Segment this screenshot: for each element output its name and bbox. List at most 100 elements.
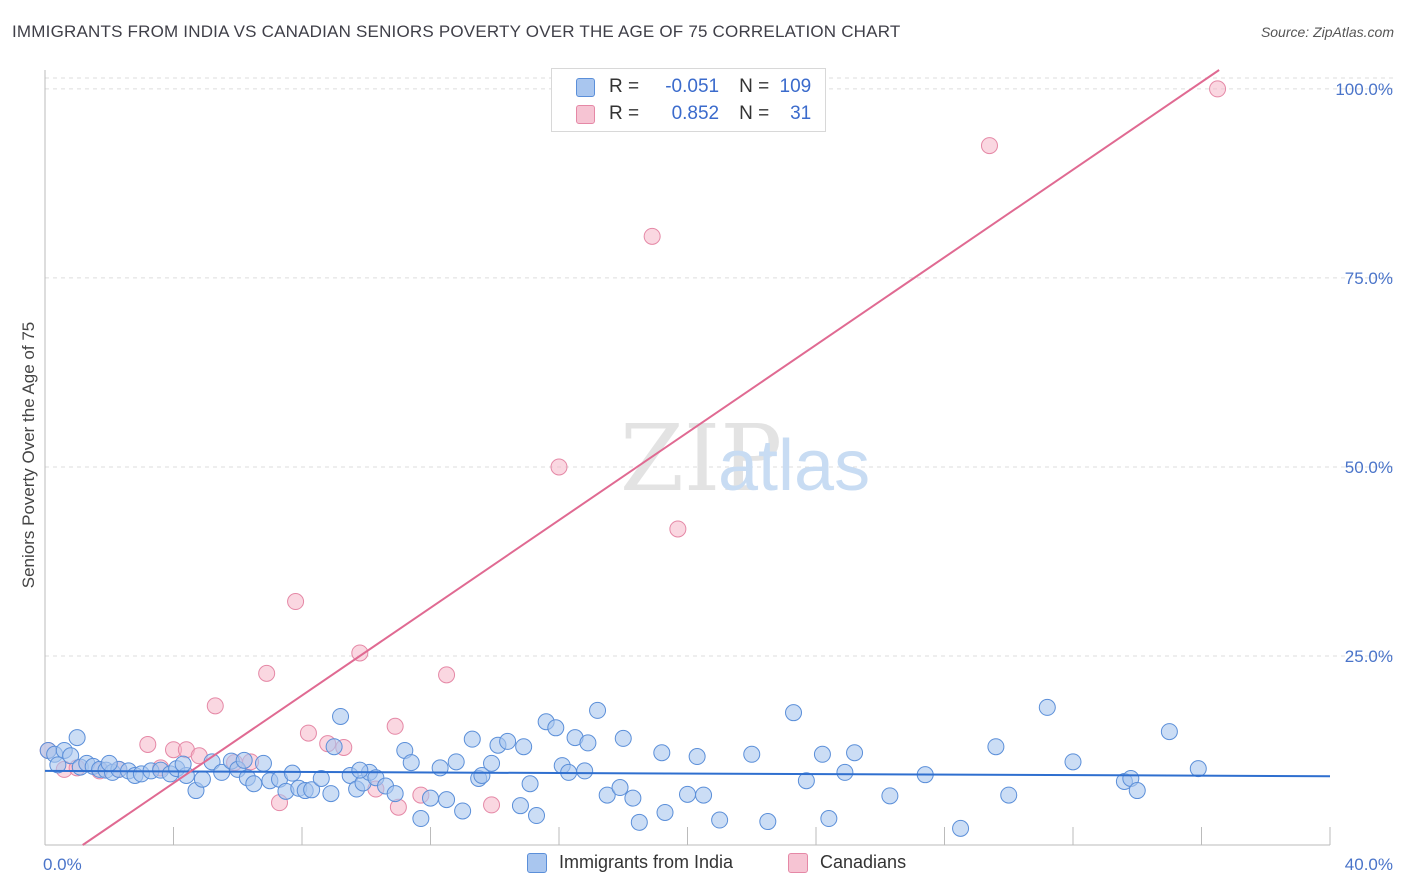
legend-n-label: N = xyxy=(739,76,770,97)
india-point xyxy=(679,785,696,803)
india-point xyxy=(386,785,404,803)
legend-r-label: R = xyxy=(609,76,640,97)
india-point xyxy=(656,803,674,821)
india-point xyxy=(447,753,465,771)
india-trend-line xyxy=(44,769,1331,778)
india-point xyxy=(785,704,803,722)
canadians-trend-line xyxy=(82,69,1220,846)
india-point xyxy=(463,730,481,748)
india-point xyxy=(325,738,343,756)
legend-r-label: R = xyxy=(609,103,640,124)
canadians-point xyxy=(980,137,998,155)
india-point xyxy=(630,813,648,831)
india-point xyxy=(952,819,970,837)
canadians-point xyxy=(1209,80,1227,98)
india-point xyxy=(174,755,192,773)
legend-item-india[interactable]: Immigrants from India xyxy=(527,852,733,873)
canadians-swatch xyxy=(788,852,808,873)
india-point xyxy=(254,754,272,772)
india-swatch xyxy=(576,77,595,97)
canadians-point xyxy=(206,697,224,715)
canadians-swatch xyxy=(576,104,595,124)
series-legend: Immigrants from India Canadians xyxy=(0,852,1406,876)
india-point xyxy=(695,786,713,804)
india-point xyxy=(62,747,80,765)
canadians-point xyxy=(139,735,157,753)
india-point xyxy=(438,791,456,809)
canadians-point xyxy=(550,458,568,476)
india-point xyxy=(547,719,565,737)
legend-n-value: 109 xyxy=(779,76,812,97)
india-point xyxy=(511,797,529,815)
india-point xyxy=(454,802,472,820)
axes xyxy=(44,70,1331,846)
india-point xyxy=(412,810,430,828)
india-points xyxy=(39,698,1207,837)
india-point xyxy=(624,789,642,807)
india-point xyxy=(1038,698,1056,716)
india-point xyxy=(303,781,321,799)
india-point xyxy=(235,751,253,769)
legend-r-value: 0.852 xyxy=(671,103,720,124)
india-point xyxy=(528,807,546,825)
india-point xyxy=(759,813,777,831)
y-tick-label: 75.0% xyxy=(1345,269,1393,288)
canadians-point xyxy=(258,664,276,682)
gridlines xyxy=(45,77,1395,657)
india-point xyxy=(473,766,491,784)
india-point xyxy=(499,732,517,750)
watermark-atlas: atlas xyxy=(718,426,870,506)
india-point xyxy=(483,754,501,772)
india-point xyxy=(521,775,539,793)
y-axis-label: Seniors Poverty Over the Age of 75 xyxy=(19,322,38,588)
india-point xyxy=(1160,723,1178,741)
canadians-point xyxy=(438,666,456,684)
india-point xyxy=(515,738,533,756)
india-point xyxy=(100,754,118,772)
x-tick-label: 0.0% xyxy=(43,855,82,874)
x-tick-label: 40.0% xyxy=(1345,855,1393,874)
india-point xyxy=(245,775,263,793)
india-point xyxy=(820,810,838,828)
legend-label-canadians: Canadians xyxy=(820,852,907,872)
india-point xyxy=(797,772,815,790)
india-point xyxy=(1128,782,1146,800)
india-point xyxy=(653,744,671,762)
source-credit: Source: ZipAtlas.com xyxy=(1260,24,1394,40)
india-point xyxy=(332,707,350,725)
legend-n-label: N = xyxy=(739,103,770,124)
watermark: ZIP atlas xyxy=(620,405,870,512)
india-point xyxy=(351,761,369,779)
chart-title: IMMIGRANTS FROM INDIA VS CANADIAN SENIOR… xyxy=(12,22,901,41)
y-tick-label: 25.0% xyxy=(1345,647,1393,666)
india-point xyxy=(598,786,616,804)
india-point xyxy=(1189,760,1207,778)
india-point xyxy=(987,738,1005,756)
y-tick-label: 100.0% xyxy=(1335,80,1393,99)
india-swatch xyxy=(527,852,547,873)
india-point xyxy=(283,764,301,782)
india-point xyxy=(193,770,211,788)
canadians-point xyxy=(287,593,305,611)
legend-label-india: Immigrants from India xyxy=(559,852,734,872)
legend-row-canadians: R = 0.852 N = 31 xyxy=(576,102,811,126)
india-point xyxy=(743,745,761,763)
legend-row-india: R = -0.051 N = 109 xyxy=(576,75,811,99)
india-point xyxy=(836,763,854,781)
india-point xyxy=(688,748,706,766)
y-tick-label: 50.0% xyxy=(1345,458,1393,477)
india-point xyxy=(422,789,439,807)
india-point xyxy=(881,787,899,805)
india-point xyxy=(49,756,67,774)
india-point xyxy=(589,701,607,719)
legend-r-value: -0.051 xyxy=(665,76,720,97)
canadians-point xyxy=(669,520,687,538)
india-point xyxy=(1000,786,1018,804)
legend-item-canadians[interactable]: Canadians xyxy=(788,852,906,873)
india-point xyxy=(576,762,594,780)
trend-lines xyxy=(44,69,1331,846)
tick-labels: 25.0% 50.0% 75.0% 100.0% 0.0% 40.0% Seniors Po… xyxy=(19,80,1393,874)
canadians-point xyxy=(299,724,317,742)
india-point xyxy=(711,811,729,829)
